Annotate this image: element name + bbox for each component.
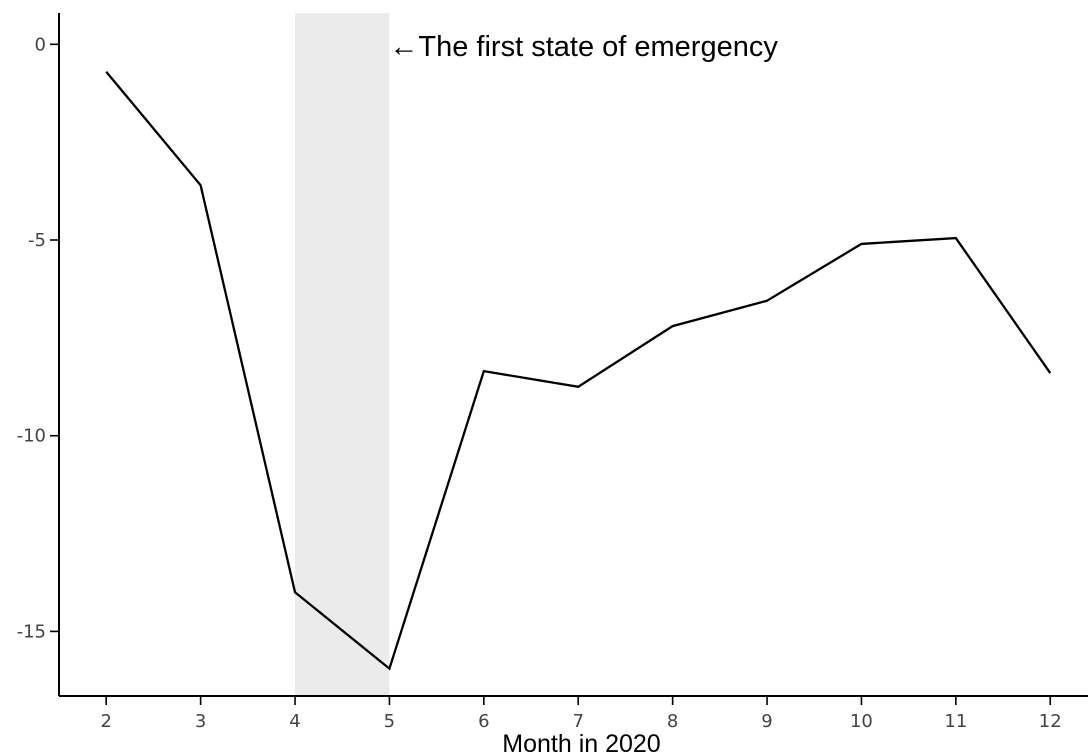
x-axis-title: Month in 2020 [502, 730, 660, 756]
x-tick-label: 9 [761, 711, 772, 732]
series-line [105, 70, 1052, 671]
x-tick-label: 7 [572, 711, 583, 732]
x-tick-label: 4 [289, 711, 300, 732]
x-tick-label: 3 [195, 711, 206, 732]
x-tick-label: 10 [850, 711, 873, 732]
x-tick-label: 8 [667, 711, 678, 732]
series-layer [105, 70, 1052, 671]
x-tick-label: 5 [384, 711, 395, 732]
label-layer: 2 3 4 5 6 7 8 9 10 11 12 0 -5 -10 -15 [17, 34, 1062, 732]
x-tick-label: 2 [100, 711, 111, 732]
x-tick-label: 6 [478, 711, 489, 732]
annotation-label: ←The first state of emergency [389, 31, 778, 63]
axis-layer [50, 13, 1088, 705]
x-tick-label: 11 [944, 711, 967, 732]
y-tick-label: -5 [28, 230, 46, 251]
x-tick-label: 12 [1039, 711, 1062, 732]
y-tick-label: -15 [17, 621, 46, 642]
y-tick-label: 0 [35, 34, 46, 55]
highlight-layer [295, 13, 390, 696]
emergency-period-shade [295, 13, 390, 696]
y-tick-label: -10 [17, 426, 46, 447]
